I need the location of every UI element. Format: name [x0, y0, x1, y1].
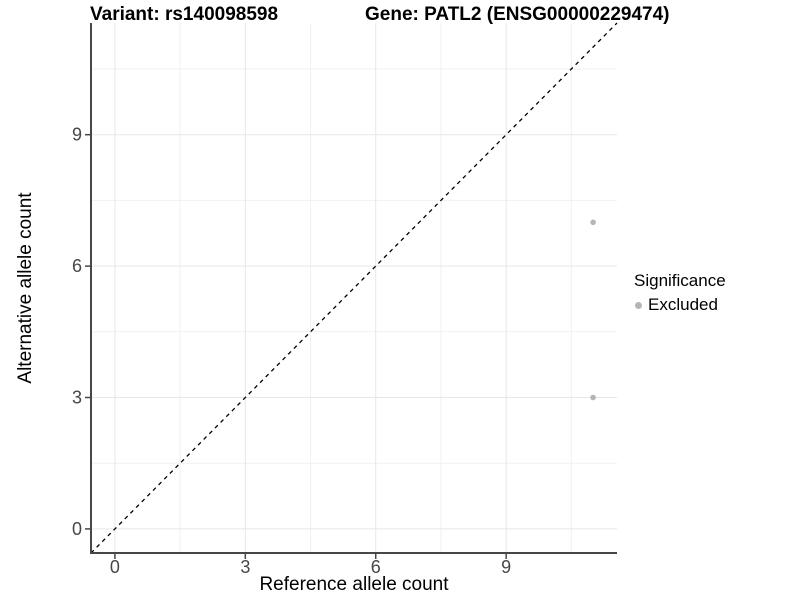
legend-item: Excluded [635, 295, 726, 315]
data-point [590, 219, 596, 226]
plot-title-variant: Variant: rs140098598 [90, 4, 279, 25]
x-tick-label: 3 [240, 557, 250, 577]
y-tick-label: 6 [72, 256, 82, 276]
x-tick-label: 0 [110, 557, 120, 577]
x-axis-title: Reference allele count [259, 574, 449, 595]
legend: Significance Excluded [634, 271, 726, 315]
y-tick-label: 9 [72, 125, 82, 145]
y-tick-label: 3 [72, 388, 82, 408]
x-tick-label: 6 [371, 557, 381, 577]
legend-item-label: Excluded [648, 295, 718, 314]
plot-title-gene: Gene: PATL2 (ENSG00000229474) [365, 4, 670, 25]
x-tick-label: 9 [501, 557, 511, 577]
y-tick-label: 0 [72, 519, 82, 539]
legend-key-dot [635, 301, 642, 309]
data-point [590, 394, 596, 401]
legend-title: Significance [634, 271, 726, 290]
identity-line [90, 22, 618, 554]
y-axis-title: Alternative allele count [15, 192, 36, 384]
legend-items: Excluded [634, 295, 726, 315]
